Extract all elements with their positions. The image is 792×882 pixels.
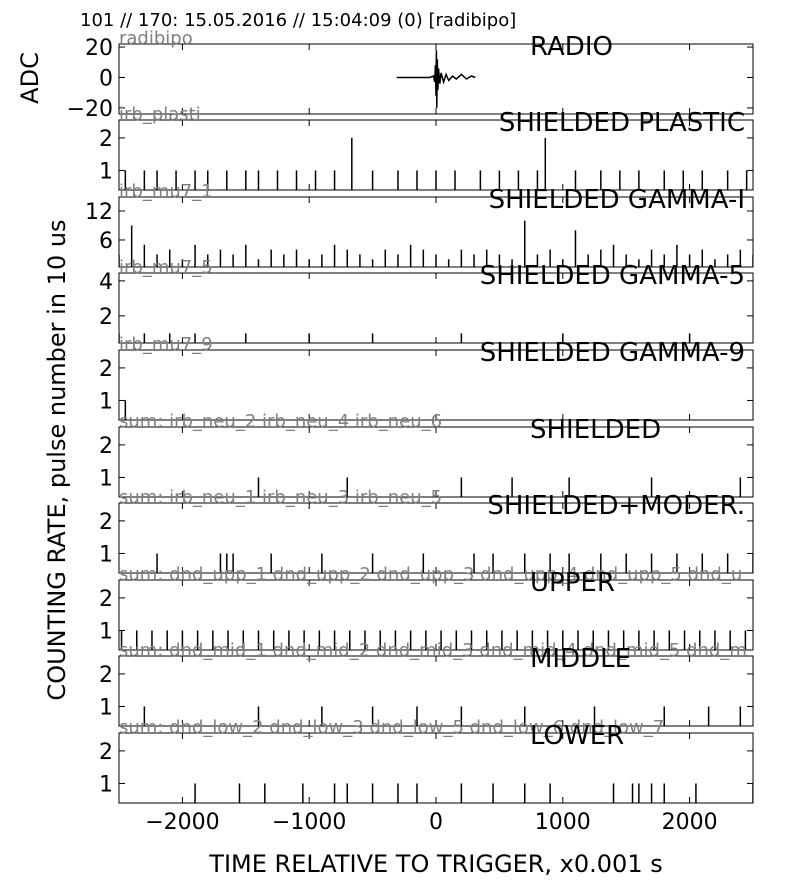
panel-title: LOWER	[530, 721, 624, 751]
y-tick-label: 1	[99, 695, 113, 720]
y-axis-label-top: ADC	[16, 52, 44, 104]
y-tick-label: 1	[99, 159, 113, 184]
channel-label: sum: irb_neu_1 irb_neu_3 irb_neu_5	[119, 487, 442, 508]
y-tick-label: 2	[99, 510, 113, 535]
channel-label: sum: dnd_upp_1 dnd_upp_2 dnd_upp_3 dnd_u…	[119, 564, 742, 585]
panel: 2 1 irb_mu7_9 SHIELDED GAMMA-9	[99, 334, 754, 421]
y-tick-label: 1	[99, 542, 113, 567]
y-tick-label: 20	[85, 36, 113, 61]
y-tick-label: 1	[99, 619, 113, 644]
panel-title: SHIELDED GAMMA-9	[480, 338, 745, 368]
panel: 2 1 −2000 −1000 0 1000 2000 sum: dnd_low_2 dnd_…	[99, 717, 754, 835]
y-tick-label: −20	[67, 97, 113, 122]
y-tick-label: 2	[99, 357, 113, 382]
panel-title: SHIELDED PLASTIC	[499, 108, 745, 138]
x-tick-label: 2000	[662, 810, 718, 835]
y-tick-label: 2	[99, 663, 113, 688]
x-tick-label: −2000	[145, 810, 219, 835]
channel-label: sum: dnd_low_2 dnd_low_3 dnd_low_5 dnd_l…	[119, 717, 664, 738]
panel: 2 1 sum: irb_neu_2 irb_neu_4 irb_neu_6 SHIE…	[99, 411, 754, 498]
panel-title: SHIELDED+MODER.	[487, 491, 745, 521]
panel-title: SHIELDED	[530, 415, 661, 445]
panel: 2 1 sum: irb_neu_1 irb_neu_3 irb_neu_5 SHIE…	[99, 487, 754, 574]
header: 101 // 170: 15.05.2016 // 15:04:09 (0) […	[80, 10, 516, 31]
panel: 2 1 sum: dnd_mid_1 dnd_mid_2 dnd_mid_3 dnd…	[99, 640, 754, 727]
y-tick-label: 4	[99, 270, 113, 295]
x-tick-label: −1000	[272, 810, 346, 835]
y-tick-label: 2	[99, 587, 113, 612]
y-axis-label: COUNTING RATE, pulse number in 10 us	[43, 219, 71, 700]
x-axis-label: TIME RELATIVE TO TRIGGER, x0.001 s	[208, 850, 662, 878]
y-tick-label: 2	[99, 740, 113, 765]
panel-title: UPPER	[530, 568, 615, 598]
y-tick-label: 12	[85, 200, 113, 225]
waveform	[396, 50, 476, 108]
y-tick-label: 1	[99, 772, 113, 797]
y-tick-label: 1	[99, 389, 113, 414]
channel-label: radibipo	[119, 28, 193, 49]
panel: 2 1 irb_plasti SHIELDED PLASTIC	[99, 104, 754, 191]
channel-label: irb_mu7_1	[119, 181, 213, 202]
panel-frame	[118, 732, 754, 804]
channel-label: sum: irb_neu_2 irb_neu_4 irb_neu_6	[119, 411, 442, 432]
x-tick-label: 0	[429, 810, 443, 835]
y-tick-label: 0	[99, 66, 113, 91]
panel-title: SHIELDED GAMMA-5	[480, 261, 745, 291]
panel: 4 2 irb_mu7_5 SHIELDED GAMMA-5	[99, 257, 754, 344]
channel-label: irb_plasti	[119, 104, 201, 125]
panel-title: RADIO	[530, 32, 613, 62]
y-tick-label: 1	[99, 466, 113, 491]
panel: 2 1 sum: dnd_upp_1 dnd_upp_2 dnd_upp_3 dnd…	[99, 564, 754, 651]
x-tick-label: 1000	[535, 810, 591, 835]
panel-title: MIDDLE	[530, 644, 631, 674]
channel-label: irb_mu7_5	[119, 257, 213, 278]
y-tick-label: 2	[99, 127, 113, 152]
y-tick-label: 2	[99, 305, 113, 330]
panel-title: SHIELDED GAMMA-I	[489, 185, 745, 215]
channel-label: irb_mu7_9	[119, 334, 213, 355]
y-tick-label: 6	[99, 229, 113, 254]
panel: 20 0 −20 radibipo RADIO	[67, 28, 754, 122]
panel: 12 6 irb_mu7_1 SHIELDED GAMMA-I	[85, 181, 754, 268]
panel-frame	[118, 655, 754, 727]
channel-label: sum: dnd_mid_1 dnd_mid_2 dnd_mid_3 dnd_m…	[119, 640, 747, 661]
y-tick-label: 2	[99, 434, 113, 459]
